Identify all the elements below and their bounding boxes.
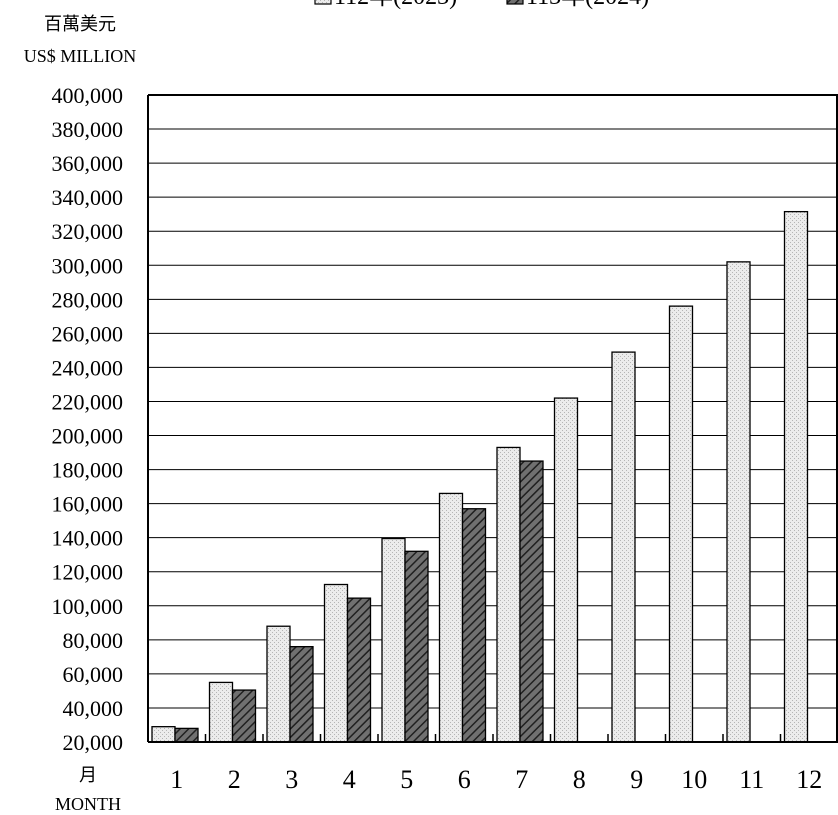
bar-series-2-month-6 — [461, 508, 487, 743]
y-tick-label: 380,000 — [52, 117, 124, 142]
legend-swatch-series-2 — [506, 0, 524, 5]
legend-label-series-1: 112年(2023) — [334, 0, 457, 10]
bar-series-2-month-5 — [404, 550, 429, 743]
y-tick-label: 140,000 — [52, 526, 124, 551]
x-tick-label: 10 — [681, 765, 707, 794]
y-tick-label: 100,000 — [52, 594, 124, 619]
bar-series-2-month-2 — [231, 689, 257, 743]
y-tick-label: 60,000 — [63, 662, 124, 687]
bar-series-1-month-8 — [553, 397, 579, 743]
y-tick-label: 180,000 — [52, 458, 124, 483]
x-tick-label: 7 — [515, 765, 528, 794]
bar-series-1-month-3 — [266, 625, 291, 743]
legend: 112年(2023) 113年(2024) — [314, 0, 649, 10]
y-tick-label: 20,000 — [63, 730, 124, 755]
y-axis-label-en: US$ MILLION — [24, 46, 137, 66]
bar-series-1-month-7 — [496, 446, 521, 743]
bars — [151, 210, 809, 743]
y-tick-label: 120,000 — [52, 560, 124, 585]
bar-series-1-month-2 — [208, 681, 234, 743]
y-tick-label: 240,000 — [52, 355, 124, 380]
bar-series-1-month-9 — [611, 351, 636, 743]
y-tick-label: 280,000 — [52, 287, 124, 312]
gridlines — [148, 94, 838, 743]
x-axis-ticks: 1 2 3 4 5 6 7 8 9 10 11 12 — [170, 765, 822, 794]
x-tick-label: 3 — [285, 765, 298, 794]
x-axis-label-zh: 月 — [79, 765, 97, 785]
bar-series-2-month-1 — [174, 727, 199, 743]
y-tick-label: 360,000 — [52, 151, 124, 176]
bar-series-1-month-6 — [438, 492, 464, 743]
x-tick-label: 1 — [170, 765, 183, 794]
x-axis-label-en: MONTH — [55, 794, 121, 814]
x-tick-label: 12 — [796, 765, 822, 794]
bar-series-1-month-5 — [381, 537, 406, 743]
y-axis-ticks: 20,000 40,000 60,000 80,000 100,000 120,000 14… — [52, 83, 124, 755]
y-tick-label: 400,000 — [52, 83, 124, 108]
bar-series-2-month-3 — [289, 646, 314, 743]
y-axis-label-zh: 百萬美元 — [44, 14, 116, 34]
y-tick-label: 260,000 — [52, 321, 124, 346]
y-tick-label: 340,000 — [52, 185, 124, 210]
bar-series-1-month-10 — [668, 305, 694, 743]
x-tick-label: 6 — [458, 765, 471, 794]
x-tick-label: 4 — [343, 765, 356, 794]
x-tick-label: 9 — [630, 765, 643, 794]
y-tick-label: 220,000 — [52, 389, 124, 414]
y-tick-label: 40,000 — [63, 696, 124, 721]
legend-label-series-2: 113年(2024) — [526, 0, 649, 10]
bar-series-2-month-4 — [346, 597, 372, 743]
bar-series-1-month-4 — [323, 583, 349, 743]
bar-series-2-month-7 — [519, 460, 544, 743]
y-tick-label: 200,000 — [52, 424, 124, 449]
y-tick-label: 160,000 — [52, 492, 124, 517]
bar-series-1-month-1 — [151, 726, 176, 743]
y-tick-label: 80,000 — [63, 628, 124, 653]
x-tick-label: 5 — [400, 765, 413, 794]
x-tick-label: 11 — [739, 765, 764, 794]
y-tick-label: 320,000 — [52, 219, 124, 244]
x-tick-label: 8 — [573, 765, 586, 794]
x-tick-label: 2 — [228, 765, 241, 794]
y-tick-label: 300,000 — [52, 253, 124, 278]
legend-swatch-series-1 — [314, 0, 332, 5]
bar-series-1-month-11 — [726, 261, 751, 743]
bar-series-1-month-12 — [783, 210, 809, 743]
axes — [147, 94, 838, 743]
